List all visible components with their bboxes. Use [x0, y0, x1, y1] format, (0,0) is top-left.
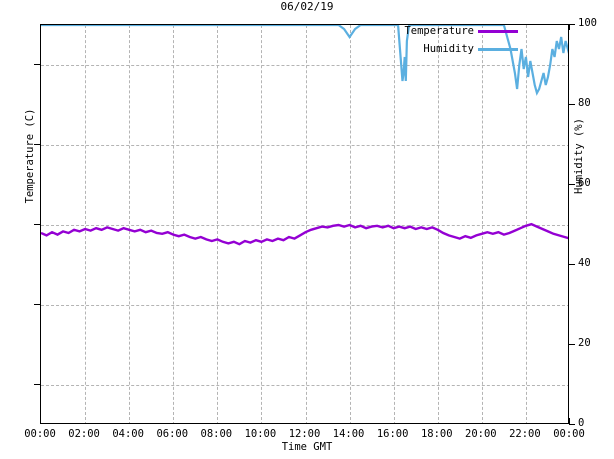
x-axis-tickmark-top [569, 24, 571, 30]
gridline-vertical [261, 25, 263, 423]
x-axis-tick-label: 10:00 [244, 428, 277, 440]
y-axis-right-tick-label: 80 [578, 97, 591, 109]
y-axis-right-tick-label: 100 [578, 17, 597, 29]
x-axis-tick-label: 08:00 [200, 428, 233, 440]
x-axis-tick-label: 04:00 [112, 428, 144, 440]
gridline-vertical [481, 25, 483, 423]
series-line-temperature [41, 222, 568, 246]
chart-title: 06/02/19 [280, 0, 334, 13]
gridline-horizontal [41, 65, 568, 66]
gridline-vertical [525, 25, 527, 423]
y-axis-left-label: Temperature (C) [24, 108, 36, 204]
series-line-humidity [41, 25, 568, 96]
y-axis-right-tickmark [569, 24, 575, 26]
y-axis-left-tickmark [34, 144, 40, 146]
legend-color-swatch [478, 48, 518, 51]
x-axis-tick-label: 16:00 [376, 428, 409, 440]
y-axis-left-tickmark [34, 64, 40, 66]
x-axis-tick-label: 22:00 [509, 428, 541, 440]
x-axis-tickmark [569, 418, 571, 424]
y-axis-right-tickmark [569, 104, 575, 106]
y-axis-right-tickmark [569, 184, 575, 186]
x-axis-tick-label: 00:00 [553, 428, 585, 440]
y-axis-right-tick-label: 60 [578, 177, 591, 189]
gridline-vertical [173, 25, 175, 423]
chart-legend: Temperature Humidity [372, 22, 518, 58]
legend-item-temperature[interactable]: Temperature [372, 22, 518, 40]
y-axis-left-tickmark [34, 304, 40, 306]
x-axis-tick-label: 00:00 [24, 428, 56, 440]
gridline-vertical [129, 25, 131, 423]
x-axis-label: Time GMT [281, 441, 333, 453]
x-axis-tick-label: 06:00 [156, 428, 189, 440]
legend-item-humidity[interactable]: Humidity [372, 40, 518, 58]
gridline-horizontal [41, 225, 568, 226]
series-lines [41, 25, 568, 246]
x-axis-tick-label: 20:00 [465, 428, 497, 440]
x-axis-tick-label: 12:00 [288, 428, 321, 440]
gridline-vertical [85, 25, 87, 423]
x-axis-tick-label: 18:00 [420, 428, 453, 440]
y-axis-left-tickmark [34, 224, 40, 226]
y-axis-right-tickmark [569, 344, 575, 346]
plot-clip [41, 25, 568, 423]
legend-color-swatch [478, 30, 518, 33]
y-axis-right-tick-label: 20 [578, 337, 591, 349]
y-axis-right-tickmark [569, 424, 575, 426]
plot-area [40, 24, 569, 424]
x-axis-tick-label: 02:00 [68, 428, 100, 440]
gridline-horizontal [41, 305, 568, 306]
gridline-vertical [217, 25, 219, 423]
y-axis-right-tick-label: 0 [578, 417, 585, 429]
y-axis-right-tickmark [569, 264, 575, 266]
y-axis-right-label: Humidity (%) [573, 118, 585, 194]
legend-label: Humidity [423, 43, 474, 55]
y-axis-left-tickmark [34, 384, 40, 386]
y-axis-right-tick-label: 40 [578, 257, 591, 269]
legend-label: Temperature [404, 25, 474, 37]
gridline-horizontal [41, 145, 568, 146]
gridline-vertical [305, 25, 307, 423]
x-axis-tick-label: 14:00 [332, 428, 365, 440]
gridline-vertical [437, 25, 439, 423]
gridline-horizontal [41, 385, 568, 386]
gridline-vertical [393, 25, 395, 423]
